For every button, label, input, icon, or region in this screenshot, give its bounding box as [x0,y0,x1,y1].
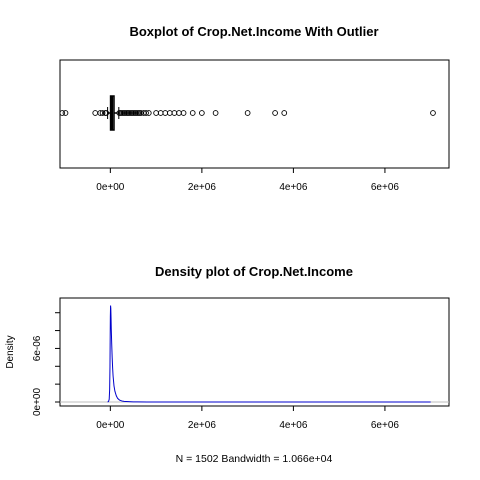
density-curve [107,305,431,403]
boxplot-outlier-point [171,110,178,116]
boxplot-outlier-point [145,110,152,116]
density-y-tick-label: 0e+00 [32,388,43,417]
density-y-label: Density [5,335,16,368]
density-x-axis: 0e+00 2e+06 4e+06 6e+06 [96,406,399,431]
boxplot-outlier-point [176,110,182,116]
boxplot-x-tick-label: 4e+06 [279,182,308,193]
boxplot-title: Boxplot of Crop.Net.Income With Outlier [129,24,378,39]
boxplot-outlier-point [166,110,173,116]
density-x-tick-label: 6e+06 [371,420,400,431]
density-y-tick-label: 6e-06 [32,335,43,361]
boxplot-outlier-point [199,110,205,116]
boxplot-outlier-point [157,110,164,116]
boxplot-x-axis: 0e+00 2e+06 4e+06 6e+06 [96,168,399,193]
boxplot-x-tick-label: 2e+06 [188,182,217,193]
boxplot-x-tick-label: 6e+06 [371,182,400,193]
boxplot-outlier-point [430,110,436,116]
boxplot-outlier-point [272,110,278,116]
boxplot-outlier-point [99,110,106,116]
boxplot-outlier-point [143,110,149,116]
density-x-tick-label: 2e+06 [188,420,217,431]
boxplot-box [107,95,120,131]
density-panel: Density plot of Crop.Net.Income 0e+00 2e+… [5,264,450,465]
boxplot-outlier-point [180,110,187,116]
boxplot-outlier-point [189,110,196,116]
boxplot-outlier-point [153,110,159,116]
density-x-tick-label: 0e+00 [96,420,125,431]
boxplot-outlier-point [244,110,251,116]
density-x-label: N = 1502 Bandwidth = 1.066e+04 [176,453,333,465]
boxplot-x-tick-label: 0e+00 [96,182,125,193]
boxplot-outlier-point [62,110,69,116]
boxplot-panel: Boxplot of Crop.Net.Income With Outlier … [59,24,450,193]
boxplot-outlier-point [59,110,66,116]
boxplot-outlier-point [92,110,99,116]
density-title: Density plot of Crop.Net.Income [155,264,353,279]
boxplot-outlier-point [162,110,169,116]
density-x-tick-label: 4e+06 [279,420,308,431]
boxplot-outlier-point [212,110,219,116]
density-plot-frame [59,297,450,407]
boxplot-outlier-point [281,110,288,116]
density-y-axis: 0e+00 6e-06 [32,312,60,417]
